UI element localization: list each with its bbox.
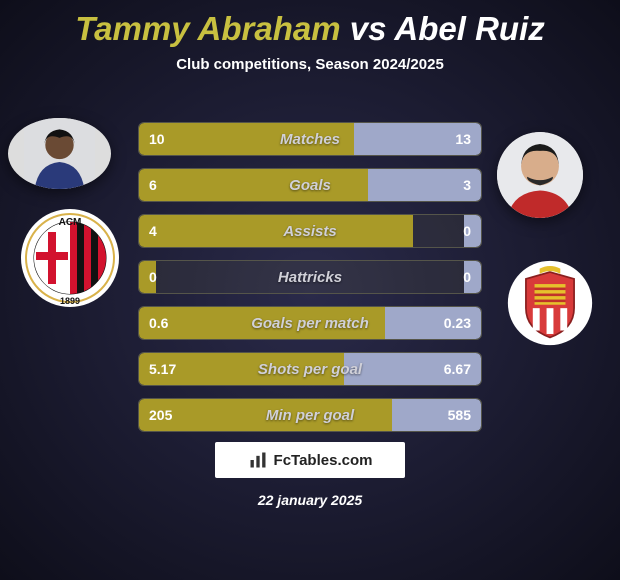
title-player2: Abel Ruiz <box>394 10 544 47</box>
stat-value-right: 13 <box>445 123 481 155</box>
stat-label: Shots per goal <box>139 353 481 385</box>
stat-label: Goals per match <box>139 307 481 339</box>
player1-club-badge: ACM 1899 <box>20 208 120 308</box>
girona-icon <box>507 260 593 346</box>
brand-text: FcTables.com <box>274 452 373 469</box>
svg-text:1899: 1899 <box>60 296 80 306</box>
stat-row: Assists4 0 <box>138 214 482 248</box>
stat-label: Min per goal <box>139 399 481 431</box>
avatar-placeholder-icon <box>8 118 111 189</box>
stat-label: Assists <box>139 215 481 247</box>
player2-avatar <box>497 132 583 218</box>
stat-value-left: 0.6 <box>139 307 178 339</box>
stat-label: Matches <box>139 123 481 155</box>
player2-club-badge <box>507 260 593 346</box>
bar-chart-icon <box>248 450 268 470</box>
stat-value-right: 0.23 <box>434 307 481 339</box>
stat-value-right: 6.67 <box>434 353 481 385</box>
ac-milan-icon: ACM 1899 <box>20 208 120 308</box>
stat-row: Shots per goal5.17 6.67 <box>138 352 482 386</box>
stat-value-right: 0 <box>453 261 481 293</box>
stat-label: Hattricks <box>139 261 481 293</box>
svg-text:ACM: ACM <box>59 217 82 228</box>
stat-label: Goals <box>139 169 481 201</box>
title-player1: Tammy Abraham <box>75 10 340 47</box>
subtitle: Club competitions, Season 2024/2025 <box>0 56 620 73</box>
stat-value-left: 6 <box>139 169 167 201</box>
stat-row: Goals per match0.6 0.23 <box>138 306 482 340</box>
stat-row: Hattricks0 0 <box>138 260 482 294</box>
snapshot-date: 22 january 2025 <box>0 492 620 508</box>
stat-value-right: 585 <box>438 399 481 431</box>
stat-value-left: 205 <box>139 399 182 431</box>
stat-value-right: 3 <box>453 169 481 201</box>
fctables-brand: FcTables.com <box>215 442 405 478</box>
avatar-placeholder-icon <box>497 132 583 218</box>
title-vs: vs <box>350 10 387 47</box>
stat-value-left: 5.17 <box>139 353 186 385</box>
player1-avatar <box>8 118 111 189</box>
comparison-bars: Matches1013Goals63Assists40Hattricks00Go… <box>138 122 482 444</box>
stat-value-left: 10 <box>139 123 175 155</box>
comparison-title: Tammy Abraham vs Abel Ruiz <box>0 0 620 48</box>
stat-row: Goals6 3 <box>138 168 482 202</box>
stat-value-left: 0 <box>139 261 167 293</box>
stat-row: Matches10 13 <box>138 122 482 156</box>
stat-value-left: 4 <box>139 215 167 247</box>
stat-row: Min per goal205 585 <box>138 398 482 432</box>
stat-value-right: 0 <box>453 215 481 247</box>
